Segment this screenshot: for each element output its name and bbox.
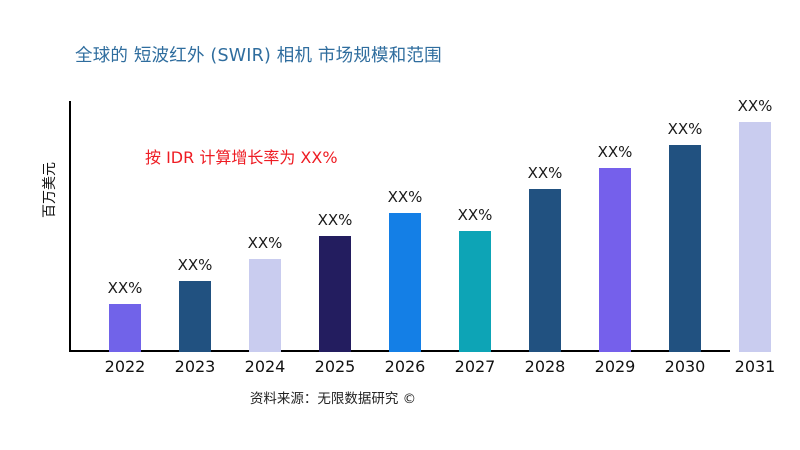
bar-2028	[529, 189, 561, 352]
x-tick-label: 2027	[454, 357, 496, 376]
x-tick-label: 2031	[734, 357, 776, 376]
x-tick-label: 2023	[174, 357, 216, 376]
chart-title: 全球的 短波红外 (SWIR) 相机 市场规模和范围	[75, 46, 442, 66]
y-axis-line	[69, 101, 71, 352]
bar-value-label: XX%	[387, 188, 423, 206]
bar-value-label: XX%	[737, 97, 773, 115]
bar-value-label: XX%	[667, 120, 703, 138]
bar-2029	[599, 168, 631, 352]
x-tick-label: 2026	[384, 357, 426, 376]
bar-2030	[669, 145, 701, 352]
y-axis-label: 百万美元	[42, 162, 58, 218]
bar-value-label: XX%	[247, 234, 283, 252]
bar-2026	[389, 213, 421, 352]
source-note: 资料来源：无限数据研究 ©	[249, 391, 417, 407]
bar-value-label: XX%	[527, 164, 563, 182]
bar-2031	[739, 122, 771, 352]
bar-2023	[179, 281, 211, 352]
bar-2022	[109, 304, 141, 352]
bar-2024	[249, 259, 281, 352]
bar-value-label: XX%	[107, 279, 143, 297]
bar-value-label: XX%	[317, 211, 353, 229]
growth-annotation: 按 IDR 计算增长率为 XX%	[145, 148, 338, 167]
x-tick-label: 2024	[244, 357, 286, 376]
bar-value-label: XX%	[177, 256, 213, 274]
bar-2027	[459, 231, 491, 352]
x-tick-label: 2030	[664, 357, 706, 376]
bar-value-label: XX%	[597, 143, 633, 161]
x-tick-label: 2029	[594, 357, 636, 376]
bar-value-label: XX%	[457, 206, 493, 224]
x-tick-label: 2025	[314, 357, 356, 376]
x-tick-label: 2028	[524, 357, 566, 376]
x-tick-label: 2022	[104, 357, 146, 376]
bar-2025	[319, 236, 351, 352]
